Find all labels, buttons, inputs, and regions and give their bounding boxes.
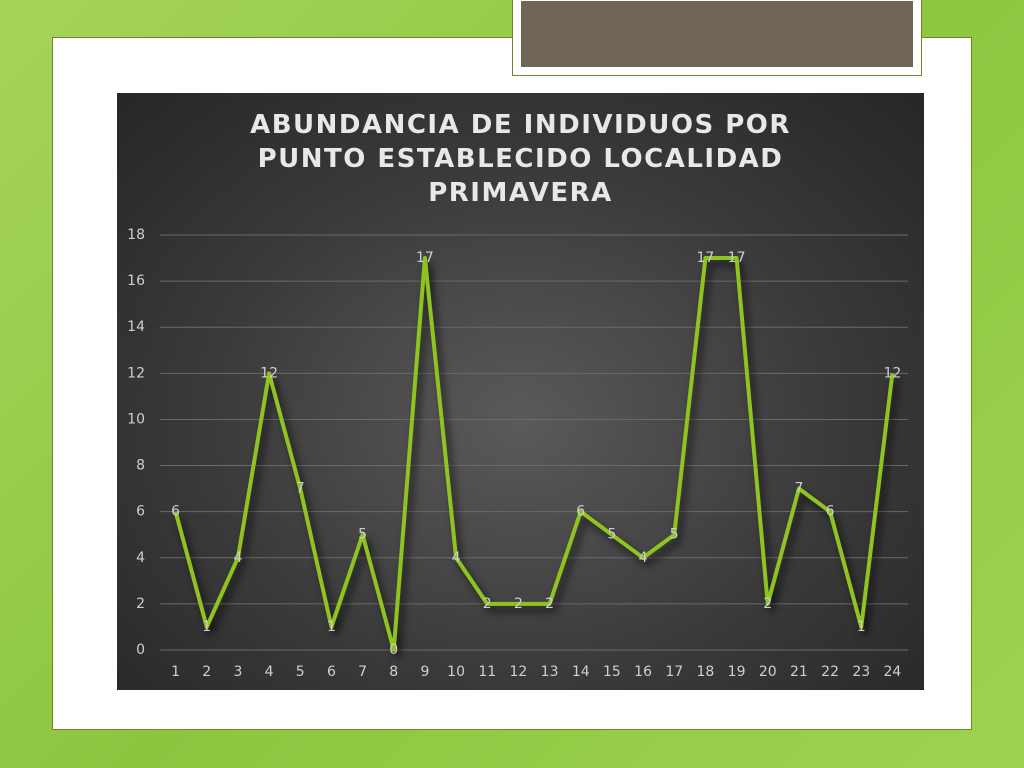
y-tick-label: 12: [127, 365, 145, 381]
data-label: 17: [697, 250, 715, 266]
x-tick-label: 21: [790, 664, 808, 680]
x-tick-label: 11: [478, 664, 496, 680]
x-tick-label: 10: [447, 664, 465, 680]
x-tick-label: 17: [665, 664, 683, 680]
data-label: 12: [884, 365, 902, 381]
x-tick-label: 18: [697, 664, 715, 680]
chart-title: ABUNDANCIA DE INDIVIDUOS POR PUNTO ESTAB…: [250, 110, 791, 208]
chart-area: [117, 93, 924, 690]
photo: [521, 1, 913, 67]
data-label: 1: [327, 619, 336, 635]
x-tick-label: 2: [202, 664, 211, 680]
data-label: 12: [260, 365, 278, 381]
y-tick-label: 10: [127, 411, 145, 427]
data-label: 4: [639, 550, 648, 566]
x-tick-label: 9: [420, 664, 429, 680]
x-tick-label: 15: [603, 664, 621, 680]
data-label: 7: [296, 481, 305, 497]
data-label: 5: [358, 527, 367, 543]
y-tick-label: 2: [136, 596, 145, 612]
data-label: 2: [514, 596, 523, 612]
data-label: 6: [171, 504, 180, 520]
data-label: 2: [483, 596, 492, 612]
x-tick-label: 7: [358, 664, 367, 680]
x-tick-label: 1: [171, 664, 180, 680]
x-tick-label: 19: [728, 664, 746, 680]
x-tick-label: 8: [389, 664, 398, 680]
x-tick-label: 24: [884, 664, 902, 680]
data-label: 2: [763, 596, 772, 612]
x-tick-label: 3: [233, 664, 242, 680]
data-label: 17: [416, 250, 434, 266]
y-tick-label: 4: [136, 550, 145, 566]
data-label: 1: [857, 619, 866, 635]
data-label: 5: [670, 527, 679, 543]
photo-frame: [512, 0, 922, 76]
y-tick-label: 8: [136, 458, 145, 474]
x-tick-label: 22: [821, 664, 839, 680]
x-tick-label: 5: [296, 664, 305, 680]
x-tick-label: 14: [572, 664, 590, 680]
x-tick-label: 6: [327, 664, 336, 680]
data-label: 4: [452, 550, 461, 566]
chart-title-box: ABUNDANCIA DE INDIVIDUOS POR PUNTO ESTAB…: [117, 108, 924, 210]
data-label: 6: [576, 504, 585, 520]
data-label: 17: [728, 250, 746, 266]
x-tick-label: 16: [634, 664, 652, 680]
x-tick-label: 20: [759, 664, 777, 680]
y-tick-label: 16: [127, 273, 145, 289]
data-label: 0: [389, 642, 398, 658]
x-tick-label: 13: [541, 664, 559, 680]
x-tick-label: 4: [265, 664, 274, 680]
data-label: 6: [826, 504, 835, 520]
data-label: 2: [545, 596, 554, 612]
y-tick-label: 18: [127, 227, 145, 243]
data-label: 5: [607, 527, 616, 543]
data-label: 4: [233, 550, 242, 566]
y-tick-label: 6: [136, 504, 145, 520]
data-line: [173, 256, 895, 652]
data-label: 1: [202, 619, 211, 635]
x-tick-label: 12: [510, 664, 528, 680]
x-tick-label: 23: [852, 664, 870, 680]
y-tick-label: 0: [136, 642, 145, 658]
data-label: 7: [794, 481, 803, 497]
y-tick-label: 14: [127, 319, 145, 335]
